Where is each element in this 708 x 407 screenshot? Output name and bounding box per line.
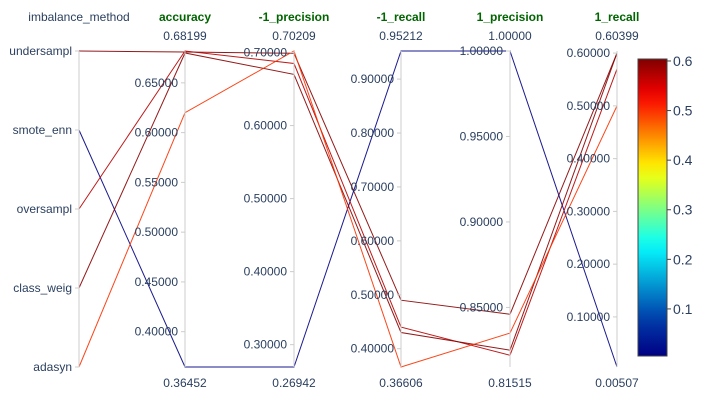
colorbar-tick-label: 0.3 [673, 202, 693, 218]
range-max-label: 1.00000 [488, 29, 532, 43]
tick-label: 0.80000 [351, 126, 395, 140]
tick-label: 0.10000 [567, 310, 611, 324]
tick-label: 0.90000 [460, 215, 504, 229]
axis-1-precision[interactable]: 1_precision 1.00000 0.81515 1.00000 0.95000 0… [460, 10, 544, 390]
tick-label: 0.55000 [135, 175, 179, 189]
axis-imbalance-method[interactable]: imbalance_method undersampl smote_ennovers… [9, 10, 129, 374]
tick-label: 0.50000 [351, 288, 395, 302]
axis-title: accuracy [159, 10, 211, 24]
tick-label: 0.40000 [135, 325, 179, 339]
tick-label: 0.40000 [244, 265, 288, 279]
tick-label: 0.30000 [244, 338, 288, 352]
axis-title: -1_recall [377, 10, 426, 24]
colorbar: 0.1 0.2 0.3 0.4 0.5 0.6 [637, 53, 693, 357]
tick-label: 0.40000 [567, 152, 611, 166]
tick-label: 0.50000 [135, 225, 179, 239]
record-line-oversampl [78, 50, 618, 356]
record-line-class-weig [78, 52, 618, 351]
axis-title: 1_precision [477, 10, 544, 24]
tick-label: adasyn [33, 360, 72, 374]
tick-label: 0.60000 [244, 119, 288, 133]
tick-label: 0.50000 [244, 192, 288, 206]
range-max-label: 0.68199 [163, 29, 207, 43]
axis-1-precision[interactable]: -1_precision 0.70209 0.26942 0.70000 0.60000… [244, 10, 330, 390]
colorbar-gradient [637, 58, 668, 357]
axis-accuracy[interactable]: accuracy 0.68199 0.36452 0.65000 0.60000 0.55… [135, 10, 212, 390]
range-max-label: 0.60399 [595, 29, 639, 43]
tick-label: oversampl [17, 202, 72, 216]
tick-label: 0.60000 [135, 126, 179, 140]
range-min-label: 0.81515 [488, 376, 532, 390]
range-min-label: 0.00507 [595, 376, 639, 390]
colorbar-tick-label: 0.1 [673, 301, 693, 317]
tick-label: 1.00000 [460, 44, 504, 58]
colorbar-tick-label: 0.4 [673, 152, 693, 168]
range-max-label: 0.95212 [379, 29, 423, 43]
tick-label: 0.50000 [567, 99, 611, 113]
tick-label: 0.60000 [351, 234, 395, 248]
range-max-label: 0.70209 [272, 29, 316, 43]
axis-1-recall[interactable]: -1_recall 0.95212 0.36606 0.90000 0.80000 0.7… [351, 10, 426, 390]
range-min-label: 0.36452 [163, 376, 207, 390]
range-min-label: 0.36606 [379, 376, 423, 390]
axis-title: -1_precision [259, 10, 330, 24]
tick-label: class_weig [13, 281, 72, 295]
tick-label: 0.30000 [567, 204, 611, 218]
tick-label: 0.95000 [460, 129, 504, 143]
record-line-adasyn [78, 50, 618, 368]
range-min-label: 0.26942 [272, 376, 316, 390]
colorbar-tick-label: 0.5 [673, 103, 693, 119]
tick-label: 0.60000 [567, 46, 611, 60]
axis-title: 1_recall [595, 10, 640, 24]
tick-label: 0.20000 [567, 257, 611, 271]
axis-1-recall[interactable]: 1_recall 0.60399 0.00507 0.60000 0.50000 0.40… [567, 10, 640, 390]
tick-label: 0.85000 [460, 300, 504, 314]
axes-layer: imbalance_method undersampl smote_ennovers… [9, 10, 639, 390]
tick-label: 0.70000 [351, 180, 395, 194]
colorbar-tick-label: 0.2 [673, 251, 693, 267]
tick-label: 0.45000 [135, 275, 179, 289]
tick-label: smote_enn [13, 123, 72, 137]
polyline-layer [78, 50, 618, 368]
axis-title: imbalance_method [28, 10, 129, 24]
tick-label: 0.40000 [351, 342, 395, 356]
record-line-undersampl [78, 50, 618, 315]
tick-label: 0.65000 [135, 76, 179, 90]
tick-label: 0.70000 [244, 46, 288, 60]
tick-label: undersampl [9, 44, 72, 58]
tick-label: 0.90000 [351, 72, 395, 86]
colorbar-tick-label: 0.6 [673, 53, 693, 69]
